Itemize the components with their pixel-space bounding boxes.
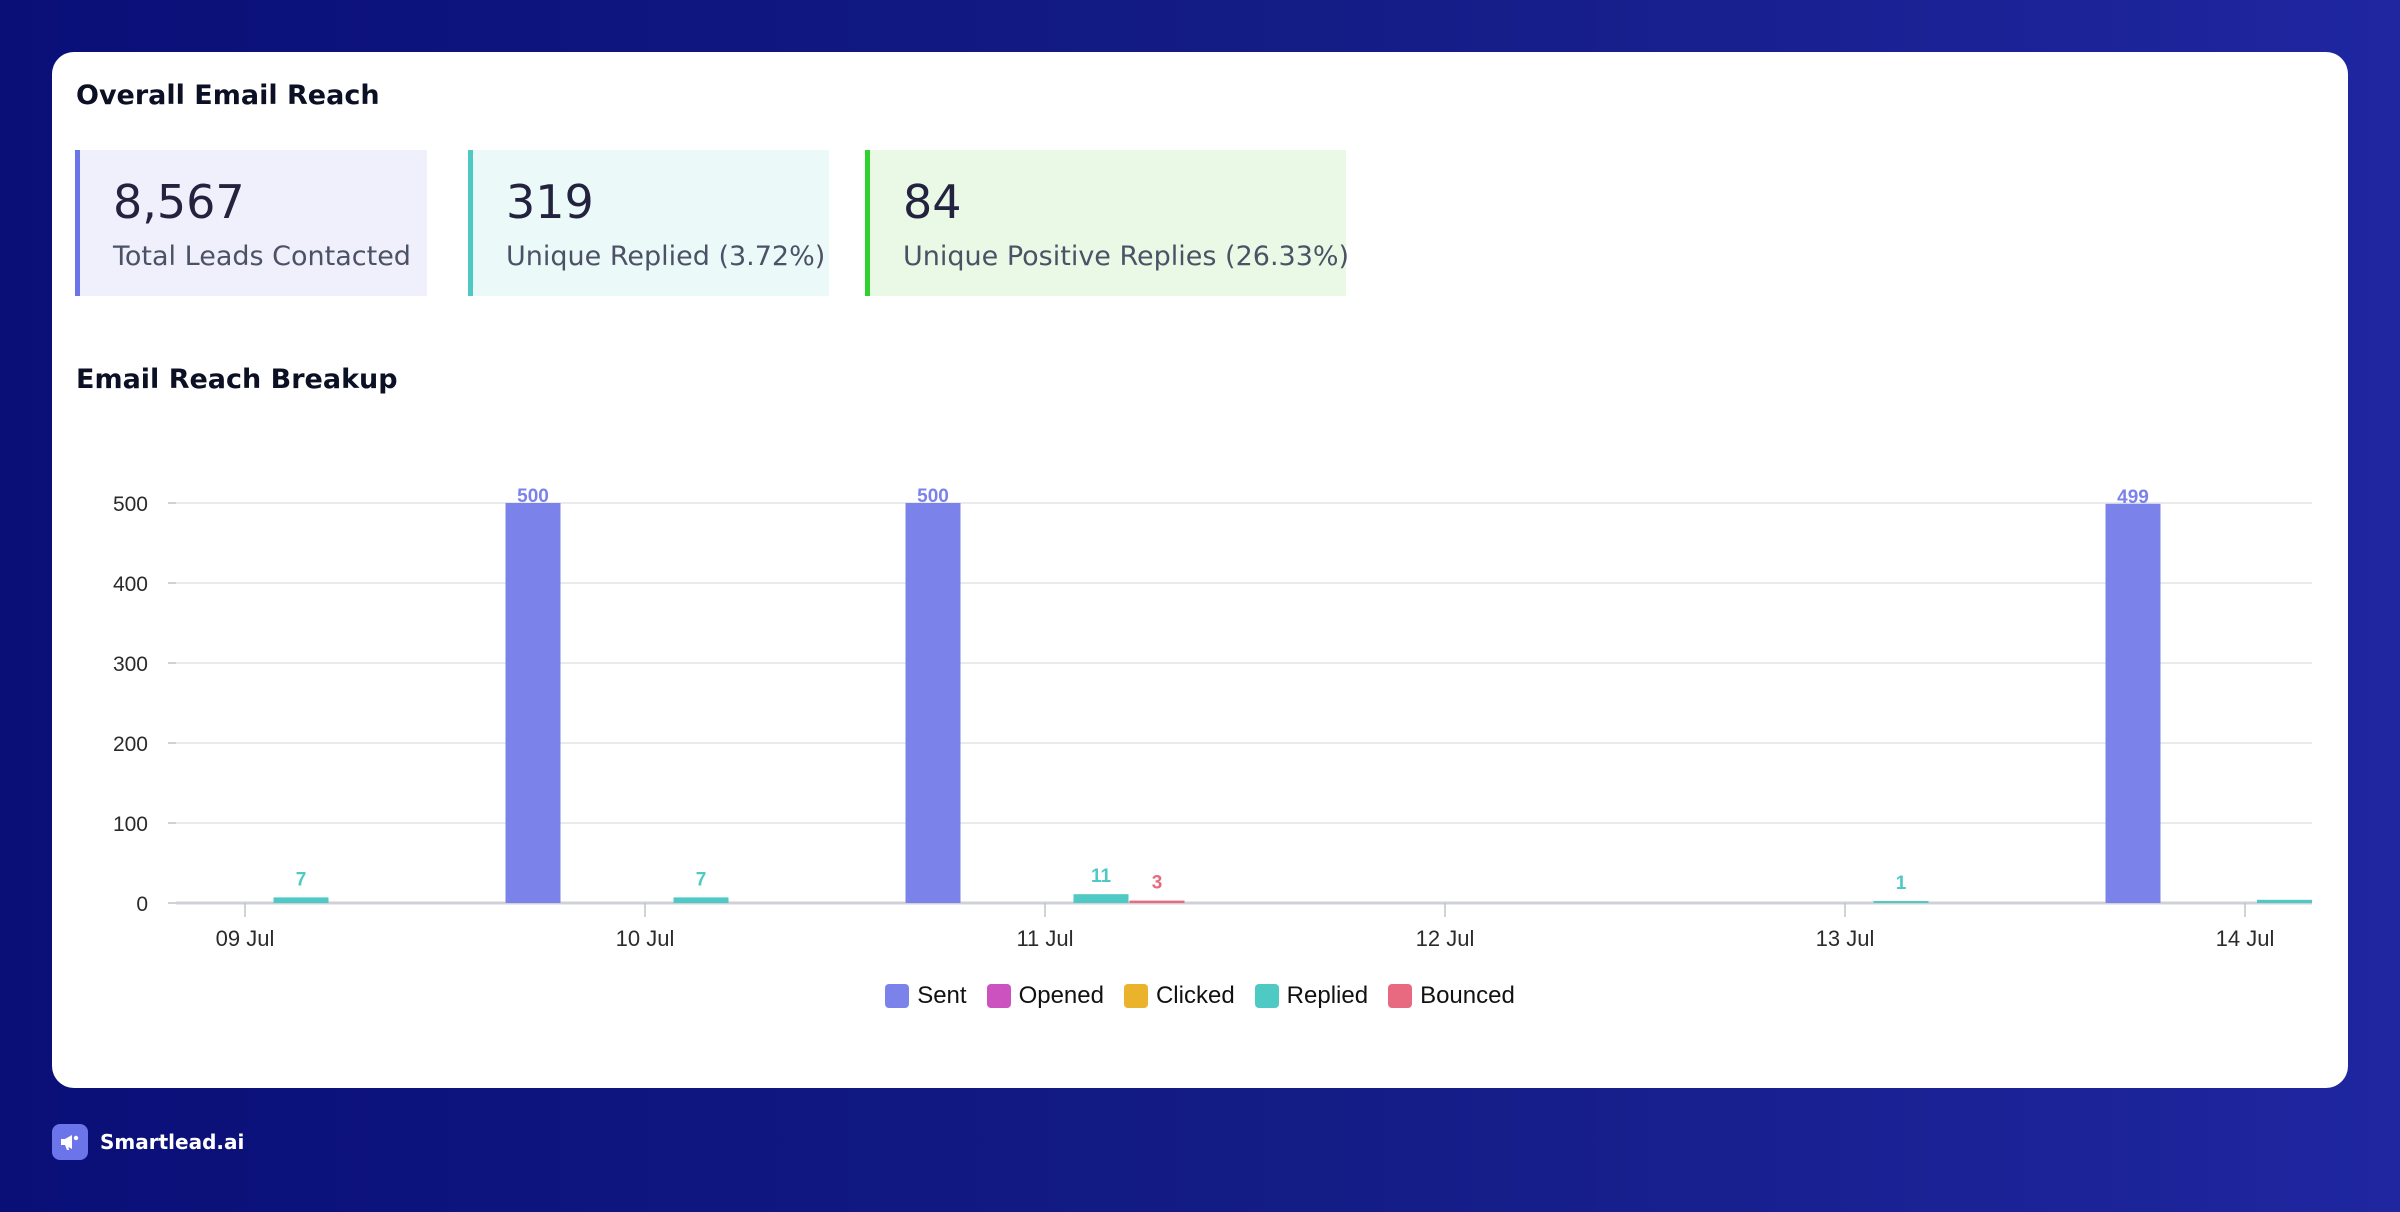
- data-label-sent: 499: [2117, 487, 2149, 508]
- legend-label: Sent: [917, 982, 967, 1009]
- legend-item-opened[interactable]: Opened: [986, 982, 1104, 1010]
- y-tick-label: 100: [113, 813, 148, 836]
- x-tick-label: 10 Jul: [616, 926, 675, 951]
- bar-replied: [1073, 894, 1129, 903]
- x-tick-label: 12 Jul: [1416, 926, 1475, 951]
- x-tick-label: 14 Jul: [2216, 926, 2275, 951]
- email-reach-breakup-title: Email Reach Breakup: [76, 364, 398, 395]
- email-reach-card: Overall Email Reach 8,567 Total Leads Co…: [52, 52, 2348, 1088]
- bar-replied: [2257, 899, 2312, 903]
- legend-item-clicked[interactable]: Clicked: [1123, 982, 1235, 1010]
- x-tick-label: 09 Jul: [216, 926, 275, 951]
- bar-bounced: [1129, 900, 1185, 903]
- y-tick-label: 200: [113, 733, 148, 756]
- legend-label: Clicked: [1155, 982, 1235, 1009]
- stat-label: Unique Replied (3.72%): [506, 241, 826, 272]
- legend-swatch: [1388, 984, 1413, 1008]
- y-tick-label: 0: [136, 893, 148, 916]
- data-label-replied: 1: [1896, 873, 1907, 894]
- brand: Smartlead.ai: [52, 1124, 244, 1160]
- bar-sent: [2105, 503, 2161, 903]
- y-tick-label: 400: [113, 573, 148, 596]
- chart-legend: Sent Opened Clicked Replied Bounced: [52, 982, 2348, 1010]
- megaphone-icon: [61, 1135, 79, 1150]
- legend-item-bounced[interactable]: Bounced: [1388, 982, 1515, 1010]
- stat-card-unique-replied: 319 Unique Replied (3.72%): [468, 150, 829, 296]
- stat-label: Unique Positive Replies (26.33%): [903, 241, 1350, 272]
- stat-label: Total Leads Contacted: [113, 241, 411, 272]
- bar-replied: [273, 897, 329, 903]
- y-tick-label: 300: [113, 653, 148, 676]
- stat-value: 84: [903, 175, 962, 229]
- stat-card-total-leads: 8,567 Total Leads Contacted: [75, 150, 427, 296]
- legend-swatch: [1254, 984, 1279, 1008]
- data-label-replied: 7: [696, 869, 707, 890]
- x-tick-label: 11 Jul: [1016, 926, 1073, 951]
- email-reach-breakup-chart: 0 100 200 300 400 500 09 Jul 10 Jul 11 Jul 12 Jul…: [113, 486, 2312, 951]
- x-tick-label: 13 Jul: [1816, 926, 1875, 951]
- data-label-sent: 500: [517, 486, 549, 507]
- legend-swatch: [885, 984, 910, 1008]
- brand-name: Smartlead.ai: [100, 1130, 245, 1154]
- legend-label: Opened: [1018, 982, 1104, 1009]
- bar-replied: [673, 897, 729, 903]
- legend-label: Bounced: [1420, 982, 1515, 1009]
- stat-card-positive-replies: 84 Unique Positive Replies (26.33%): [865, 150, 1350, 296]
- smartlead-logo: [52, 1124, 88, 1160]
- bar-sent: [905, 503, 961, 903]
- bar-replied: [1873, 901, 1929, 903]
- legend-swatch: [986, 984, 1011, 1008]
- data-label-sent: 500: [917, 486, 949, 507]
- stat-value: 8,567: [113, 175, 245, 229]
- data-label-replied: 11: [1091, 866, 1112, 887]
- legend-swatch: [1123, 984, 1148, 1008]
- legend-item-sent[interactable]: Sent: [885, 982, 967, 1010]
- legend-label: Replied: [1286, 982, 1369, 1009]
- bar-sent: [505, 503, 561, 903]
- stat-value: 319: [506, 175, 594, 229]
- data-label-replied: 7: [296, 869, 307, 890]
- data-label-bounced: 3: [1152, 873, 1163, 894]
- overall-email-reach-title: Overall Email Reach: [76, 80, 380, 111]
- y-tick-label: 500: [113, 493, 148, 516]
- legend-item-replied[interactable]: Replied: [1254, 982, 1369, 1010]
